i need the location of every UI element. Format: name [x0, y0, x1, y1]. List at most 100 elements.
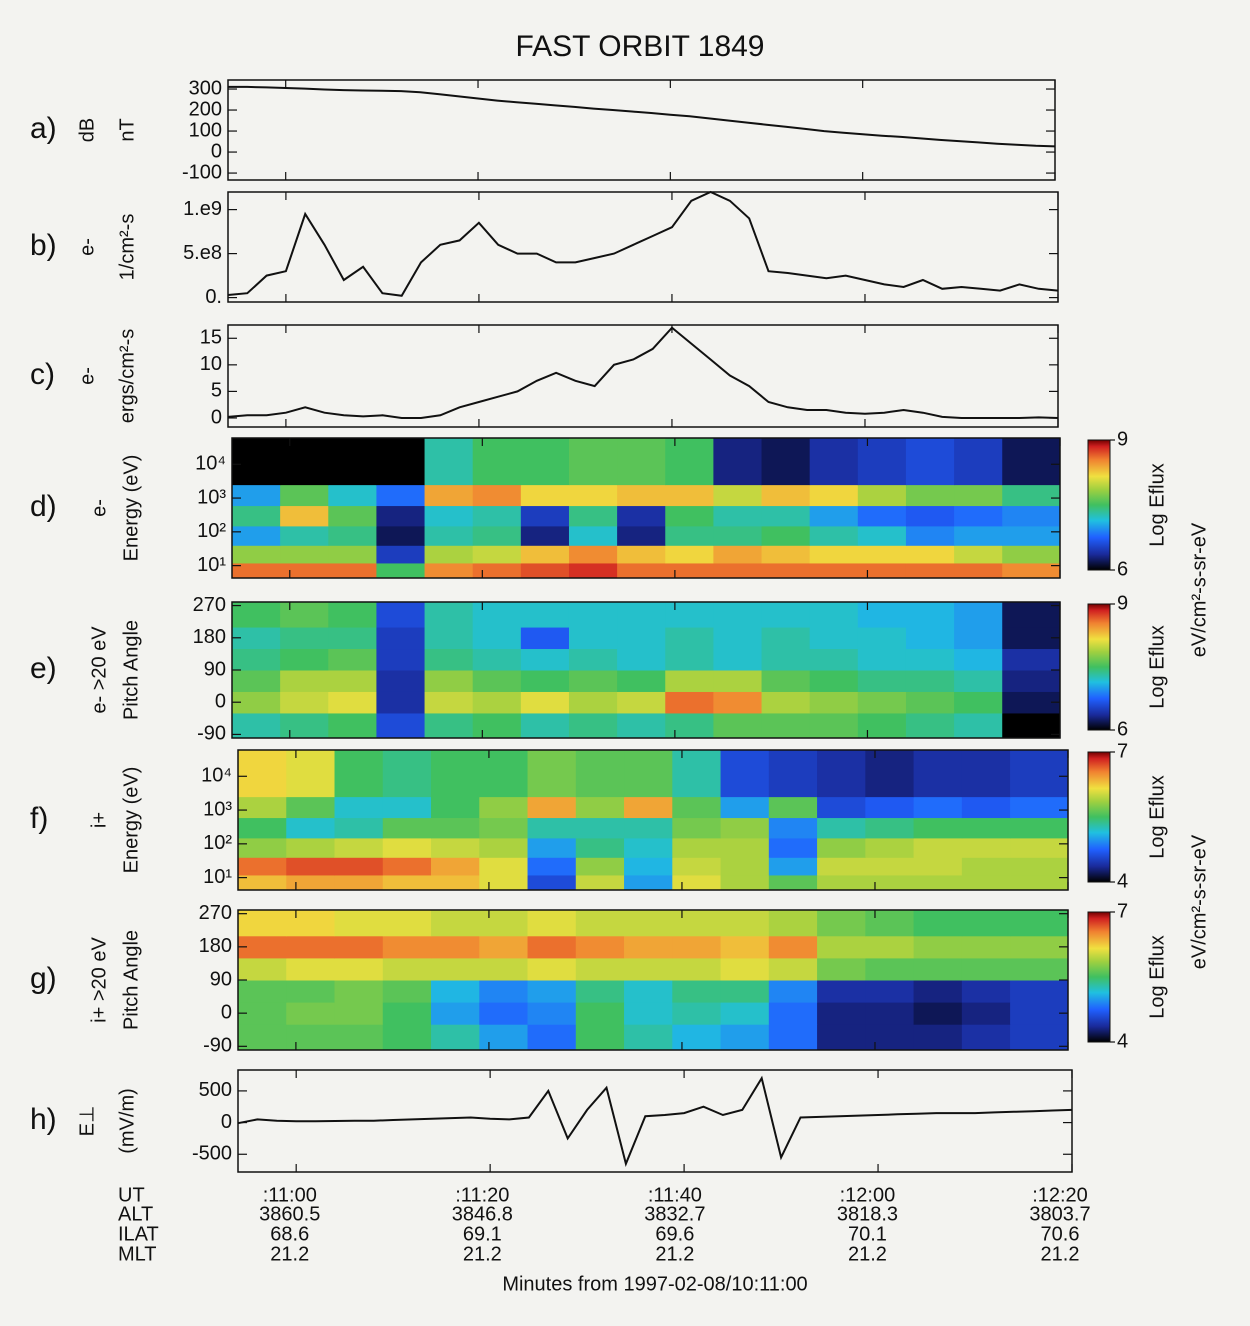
heatmap-cell: [809, 525, 859, 546]
panel-label: c): [30, 358, 55, 391]
time-tick-label: :11:00: [263, 1184, 317, 1206]
heatmap-cell: [286, 874, 336, 891]
heatmap-cell: [713, 484, 763, 507]
heatmap-cell: [238, 910, 287, 937]
y-axis-label: 1/cm²-s: [116, 214, 138, 281]
heatmap-cell: [865, 874, 915, 891]
y-tick-label: 10³: [197, 486, 226, 508]
heatmap-cell: [520, 670, 570, 692]
heatmap-cell: [913, 980, 963, 1003]
y-tick-label: 10²: [203, 832, 232, 854]
heatmap-cell: [624, 857, 673, 876]
heatmap-cell: [382, 1024, 432, 1051]
heatmap-cell: [520, 505, 570, 527]
heatmap-cell: [472, 648, 522, 671]
heatmap-cell: [954, 484, 1003, 507]
heatmap-cell: [761, 562, 811, 579]
heatmap-cell: [961, 750, 1011, 798]
heatmap-cell: [624, 1024, 673, 1051]
heatmap-cell: [334, 857, 384, 876]
heatmap-cell: [280, 712, 329, 739]
colorbar-tick-label: 4: [1117, 1030, 1128, 1052]
heatmap-cell: [472, 712, 522, 739]
heatmap-cell: [809, 712, 859, 739]
heatmap-cell: [286, 857, 336, 876]
y-axis-label: Pitch Angle: [120, 930, 142, 1030]
heatmap-cell: [720, 1024, 770, 1051]
heatmap-cell: [954, 691, 1003, 714]
heatmap-cell: [376, 648, 426, 671]
heatmap-cell: [761, 505, 811, 527]
table-row-label: ALT: [118, 1203, 153, 1225]
heatmap-cell: [280, 484, 329, 507]
heatmap-cell: [1010, 837, 1069, 858]
table-cell: 3860.5: [259, 1203, 320, 1225]
heatmap-cell: [431, 796, 480, 819]
heatmap-cell: [857, 525, 907, 546]
heatmap-cell: [527, 817, 577, 839]
y-tick-label: 200: [189, 98, 222, 120]
heatmap-cell: [624, 935, 673, 959]
heatmap-cell: [575, 1024, 625, 1051]
heatmap-cell: [809, 602, 859, 628]
heatmap-cell: [761, 627, 811, 650]
heatmap-cell: [768, 874, 818, 891]
heatmap-cell: [865, 817, 915, 839]
heatmap-cell: [1010, 1002, 1069, 1025]
heatmap-cell: [672, 817, 722, 839]
heatmap-cell: [720, 935, 770, 959]
y-tick-label: 90: [204, 658, 226, 680]
heatmap-cell: [1002, 712, 1061, 739]
heatmap-cell: [857, 691, 907, 714]
y-axis-label: Pitch Angle: [120, 620, 142, 720]
heatmap-cell: [817, 1024, 866, 1051]
heatmap-cell: [1010, 874, 1069, 891]
heatmap-cell: [913, 935, 963, 959]
table-cell: 3803.7: [1029, 1203, 1090, 1225]
heatmap-cell: [665, 691, 714, 714]
heatmap-cell: [809, 562, 859, 579]
heatmap-cell: [713, 712, 763, 739]
table-cell: 3818.3: [837, 1203, 898, 1225]
table-cell: 3832.7: [644, 1203, 705, 1225]
y-tick-label: 0: [215, 690, 226, 712]
heatmap-cell: [761, 691, 811, 714]
heatmap-cell: [672, 935, 722, 959]
panel-quantity: e- >20 eV: [88, 626, 110, 714]
heatmap-cell: [568, 545, 618, 564]
plot-frame: [227, 191, 1059, 303]
heatmap-cell: [376, 484, 426, 507]
heatmap-cell: [913, 837, 963, 858]
y-tick-label: 1.e9: [183, 198, 222, 220]
heatmap-cell: [334, 750, 384, 798]
line: [228, 85, 1056, 148]
heatmap-cell: [232, 670, 281, 692]
heatmap-cell: [520, 484, 570, 507]
heatmap-cell: [913, 857, 963, 876]
heatmap-cell: [232, 648, 281, 671]
heatmap-cell: [624, 874, 673, 891]
heatmap-cell: [286, 750, 336, 798]
heatmap-cell: [865, 935, 915, 959]
heatmap-cell: [334, 980, 384, 1003]
heatmap-cell: [1002, 484, 1061, 507]
y-tick-label: 10³: [203, 798, 232, 820]
heatmap-cell: [1010, 817, 1069, 839]
heatmap-cell: [238, 874, 287, 891]
heatmap-cell: [665, 648, 714, 671]
heatmap-cell: [479, 874, 529, 891]
heatmap-cell: [865, 837, 915, 858]
heatmap-cell: [617, 438, 666, 486]
heatmap-cell: [520, 648, 570, 671]
heatmap-cell: [665, 562, 714, 579]
heatmap-cell: [665, 484, 714, 507]
table-cell: 3846.8: [452, 1203, 513, 1225]
heatmap-cell: [720, 874, 770, 891]
heatmap-cell: [575, 980, 625, 1003]
heatmap-cell: [1002, 505, 1061, 527]
heatmap-cell: [334, 1002, 384, 1025]
heatmap-cell: [238, 857, 287, 876]
heatmap-cell: [286, 1024, 336, 1051]
heatmap-cell: [857, 562, 907, 579]
colorbar-units: eV/cm²-s-sr-eV: [1188, 834, 1210, 969]
